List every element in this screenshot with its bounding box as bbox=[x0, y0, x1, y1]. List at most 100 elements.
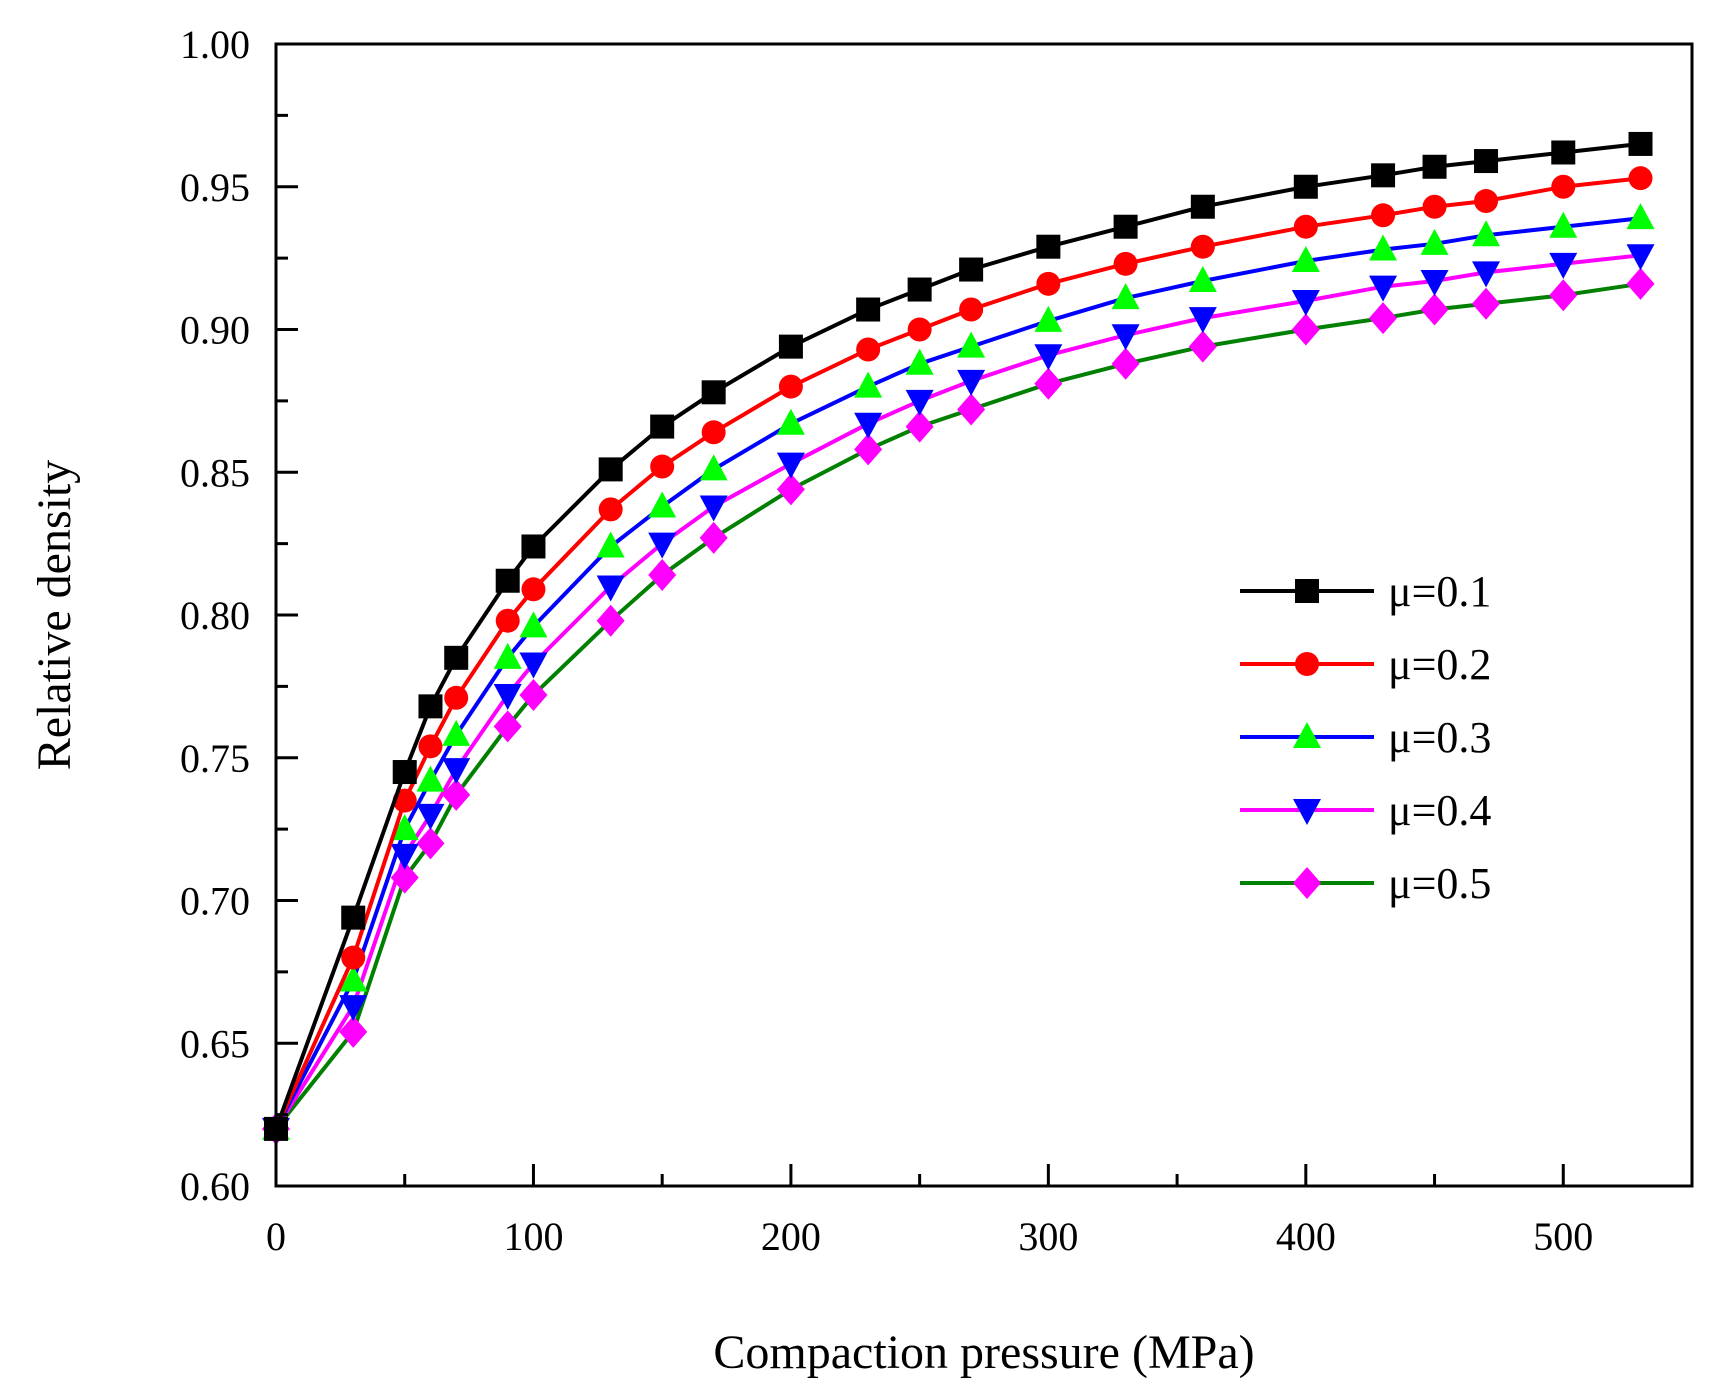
data-point bbox=[598, 497, 623, 522]
series-group bbox=[262, 244, 1655, 1144]
legend-item: μ=0.2 bbox=[1240, 640, 1491, 689]
data-point bbox=[598, 457, 623, 482]
data-point bbox=[1295, 579, 1319, 603]
data-point bbox=[519, 678, 548, 711]
data-point bbox=[778, 334, 803, 359]
data-point bbox=[495, 608, 520, 633]
data-point bbox=[1549, 211, 1578, 238]
data-point bbox=[418, 734, 443, 759]
legend-label: μ=0.4 bbox=[1388, 786, 1491, 835]
data-point bbox=[1113, 251, 1138, 276]
data-point bbox=[1626, 267, 1655, 300]
legend-item: μ=0.4 bbox=[1240, 786, 1491, 835]
data-point bbox=[1422, 154, 1447, 179]
data-point bbox=[1369, 275, 1398, 302]
series-group bbox=[264, 166, 1653, 1141]
data-point bbox=[907, 277, 932, 302]
data-point bbox=[341, 945, 366, 970]
data-point bbox=[648, 491, 677, 518]
series-group bbox=[262, 203, 1655, 1140]
data-point bbox=[648, 559, 677, 592]
data-point bbox=[1371, 163, 1396, 188]
data-point bbox=[1291, 245, 1320, 272]
data-point bbox=[776, 473, 805, 506]
data-point bbox=[1369, 234, 1398, 261]
data-point bbox=[444, 685, 469, 710]
data-point bbox=[854, 371, 883, 398]
data-point bbox=[444, 645, 469, 670]
data-point bbox=[392, 760, 417, 785]
data-point bbox=[1291, 289, 1320, 316]
data-point bbox=[1549, 279, 1578, 312]
data-point bbox=[339, 995, 368, 1022]
data-point bbox=[1551, 140, 1576, 165]
data-point bbox=[495, 568, 520, 593]
data-point bbox=[699, 495, 728, 522]
data-point bbox=[493, 683, 522, 710]
data-point bbox=[1188, 265, 1217, 292]
data-point bbox=[1034, 344, 1063, 371]
data-point bbox=[596, 531, 625, 558]
data-point bbox=[776, 452, 805, 479]
y-tick-label: 0.95 bbox=[180, 165, 250, 210]
data-point bbox=[493, 710, 522, 743]
data-point bbox=[521, 577, 546, 602]
y-tick-label: 0.80 bbox=[180, 593, 250, 638]
x-tick-label: 500 bbox=[1533, 1214, 1593, 1259]
legend-item: μ=0.5 bbox=[1240, 859, 1491, 908]
data-point bbox=[339, 1015, 368, 1048]
data-point bbox=[1420, 293, 1449, 326]
data-point bbox=[1190, 194, 1215, 219]
data-point bbox=[1034, 367, 1063, 400]
x-tick-label: 400 bbox=[1276, 1214, 1336, 1259]
x-axis-title: Compaction pressure (MPa) bbox=[713, 1326, 1254, 1379]
data-point bbox=[1420, 228, 1449, 255]
data-point bbox=[907, 317, 932, 342]
data-point bbox=[1293, 214, 1318, 239]
y-tick-label: 0.65 bbox=[180, 1021, 250, 1066]
data-point bbox=[959, 297, 984, 322]
data-point bbox=[1113, 214, 1138, 239]
data-point bbox=[1111, 283, 1140, 310]
data-point bbox=[699, 454, 728, 481]
data-point bbox=[1472, 220, 1501, 247]
data-point bbox=[1549, 252, 1578, 279]
legend-label: μ=0.1 bbox=[1388, 567, 1491, 616]
data-point bbox=[519, 611, 548, 638]
data-point bbox=[1295, 652, 1319, 676]
data-point bbox=[1111, 347, 1140, 380]
data-point bbox=[957, 369, 986, 396]
data-point bbox=[1111, 324, 1140, 351]
y-tick-label: 0.90 bbox=[180, 308, 250, 353]
data-point bbox=[1472, 287, 1501, 320]
data-point bbox=[1474, 149, 1499, 174]
y-axis-title: Relative density bbox=[28, 460, 81, 771]
data-point bbox=[1420, 269, 1449, 296]
data-point bbox=[699, 521, 728, 554]
data-point bbox=[957, 393, 986, 426]
y-tick-label: 0.85 bbox=[180, 450, 250, 495]
data-point bbox=[521, 534, 546, 559]
data-point bbox=[856, 337, 881, 362]
data-point bbox=[648, 532, 677, 559]
data-point bbox=[1628, 166, 1653, 191]
data-point bbox=[856, 297, 881, 322]
data-point bbox=[416, 827, 445, 860]
data-point bbox=[1034, 305, 1063, 332]
legend-item: μ=0.1 bbox=[1240, 567, 1491, 616]
y-tick-label: 0.70 bbox=[180, 879, 250, 924]
data-point bbox=[778, 374, 803, 399]
data-point bbox=[905, 389, 934, 416]
x-tick-label: 200 bbox=[761, 1214, 821, 1259]
data-point bbox=[1474, 189, 1499, 214]
x-tick-label: 100 bbox=[503, 1214, 563, 1259]
legend-item: μ=0.3 bbox=[1240, 713, 1491, 762]
legend-label: μ=0.2 bbox=[1388, 640, 1491, 689]
ticks-layer: 0 100 200 300 400 500 0.60 0.65 0.70 0.75 0.80 0.85… bbox=[180, 22, 1593, 1259]
data-point bbox=[1293, 722, 1321, 748]
data-point bbox=[1369, 302, 1398, 335]
data-point bbox=[701, 420, 726, 445]
data-point bbox=[854, 433, 883, 466]
